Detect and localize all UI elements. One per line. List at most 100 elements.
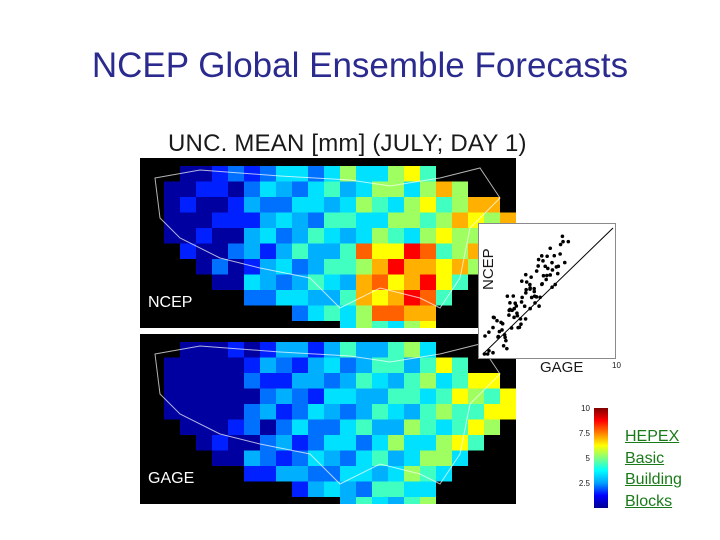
scatter-point	[553, 282, 558, 287]
scatter-point	[558, 252, 562, 256]
map-cell	[372, 404, 388, 420]
map-cell	[324, 197, 340, 213]
map-cell	[372, 450, 388, 466]
map-cell	[244, 435, 260, 451]
map-cell	[308, 404, 324, 420]
scatter-point	[541, 273, 546, 278]
map-cell	[260, 342, 276, 358]
map-cell	[308, 197, 324, 213]
map-cell	[164, 228, 180, 244]
scatter-point	[543, 264, 548, 269]
scatter-point	[507, 313, 511, 317]
map-cell	[212, 166, 228, 182]
map-cell	[196, 435, 212, 451]
map-cell	[372, 466, 388, 482]
map-cell	[292, 243, 308, 259]
map-cell	[484, 404, 500, 420]
map-cell	[420, 290, 436, 306]
map-cell	[420, 450, 436, 466]
map-cell	[420, 466, 436, 482]
map-cell	[228, 181, 244, 197]
map-cell	[228, 357, 244, 373]
map-cell	[276, 181, 292, 197]
us-outline	[154, 167, 501, 309]
scatter-point	[544, 277, 548, 282]
map-cell	[404, 342, 420, 358]
map-cell	[244, 404, 260, 420]
map-cell	[276, 450, 292, 466]
scatter-point	[523, 317, 528, 321]
map-cell	[196, 357, 212, 373]
map-cell	[324, 290, 340, 306]
scatter-point	[528, 282, 532, 287]
map-cell	[228, 212, 244, 228]
map-cell	[276, 466, 292, 482]
map-cell	[420, 435, 436, 451]
map-cell	[452, 404, 468, 420]
map-cell	[324, 373, 340, 389]
map-cell	[212, 274, 228, 290]
scatter-point	[556, 264, 561, 269]
hepex-link[interactable]: HEPEX Basic Building Blocks	[625, 426, 682, 512]
scatter-point	[537, 304, 541, 308]
hepex-link-line: Basic	[625, 449, 665, 467]
map-cell	[292, 259, 308, 275]
map-cell	[324, 435, 340, 451]
map-cell	[180, 197, 196, 213]
map-cell	[404, 497, 420, 504]
map-cell	[308, 305, 324, 321]
map-cell	[436, 357, 452, 373]
map-cell	[372, 435, 388, 451]
map-cell	[420, 212, 436, 228]
scatter-point	[558, 242, 563, 247]
map-cell	[212, 419, 228, 435]
map-cell	[372, 388, 388, 404]
map-cell	[388, 481, 404, 497]
map-cell	[372, 166, 388, 182]
scatter-point	[541, 259, 545, 263]
map-cell	[404, 181, 420, 197]
map-cell	[340, 466, 356, 482]
map-cell	[452, 388, 468, 404]
scatter-point	[483, 334, 487, 338]
map-cell	[324, 212, 340, 228]
map-cell	[276, 373, 292, 389]
scatter-y-label: NCEP	[480, 248, 497, 290]
scatter-point	[491, 325, 495, 330]
map-cell	[324, 388, 340, 404]
scatter-point	[519, 322, 523, 326]
map-cell	[260, 404, 276, 420]
map-cell	[500, 388, 516, 404]
map-cell	[196, 419, 212, 435]
map-cell	[292, 290, 308, 306]
map-cell	[452, 197, 468, 213]
map-cell	[340, 373, 356, 389]
map-cell	[308, 274, 324, 290]
map-cell	[388, 388, 404, 404]
scatter-point	[550, 260, 554, 265]
map-cell	[292, 357, 308, 373]
scatter-point	[528, 286, 532, 290]
map-cell	[212, 228, 228, 244]
map-cell	[260, 181, 276, 197]
map-cell	[436, 181, 452, 197]
map-cell	[308, 290, 324, 306]
scatter-point	[520, 295, 524, 300]
map-cell	[244, 274, 260, 290]
map-cell	[212, 404, 228, 420]
map-cell	[196, 342, 212, 358]
map-cell	[388, 305, 404, 321]
map-cell	[180, 419, 196, 435]
map-cell	[260, 466, 276, 482]
map-cell	[292, 305, 308, 321]
map-cell	[420, 404, 436, 420]
map-cell	[276, 259, 292, 275]
map-cell	[388, 228, 404, 244]
map-cell	[372, 243, 388, 259]
scatter-point	[508, 307, 512, 312]
map-cell	[260, 419, 276, 435]
map-cell	[324, 342, 340, 358]
map-cell	[388, 342, 404, 358]
map-cell	[452, 228, 468, 244]
one-to-one-line	[482, 227, 614, 355]
